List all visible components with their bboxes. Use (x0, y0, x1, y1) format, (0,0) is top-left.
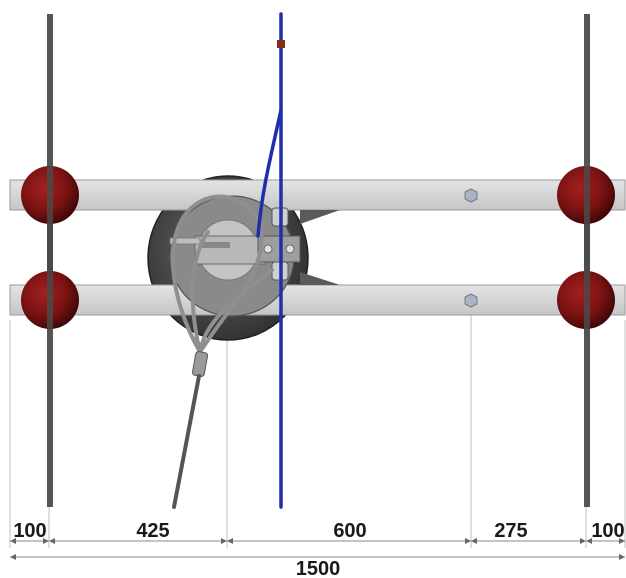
float-balls (21, 166, 615, 329)
dim-label-bolt-to-rod: 275 (494, 520, 527, 542)
drum-front (169, 195, 301, 317)
upper-rail (9, 179, 626, 211)
blue-cable (256, 12, 283, 509)
wire-to-shackle (198, 268, 274, 354)
bolt-upper (464, 188, 478, 203)
cable-marker (277, 40, 285, 48)
upper-rail-taper (300, 210, 340, 224)
dim-label-left-offset: 100 (13, 520, 46, 542)
rails (9, 179, 626, 316)
bolt-lower (464, 293, 478, 308)
bracket (257, 235, 301, 263)
wire-loop-inner (190, 230, 210, 354)
dim-label-drum-to-bolt: 600 (333, 520, 366, 542)
dimension-labels: 100 425 600 275 100 1500 (13, 520, 624, 578)
blue-cable-branch (256, 108, 283, 238)
dimension-lines (10, 507, 625, 560)
clamp-block (194, 235, 266, 265)
ferrule (191, 351, 209, 377)
lower-rail (9, 284, 626, 316)
wire-loop-outer (170, 194, 264, 354)
rods (47, 14, 590, 507)
dim-label-right-offset: 100 (591, 520, 624, 542)
rail-bolts (464, 188, 478, 308)
dim-label-total: 1500 (296, 558, 341, 578)
wire-loop (170, 194, 274, 354)
hoist-cable (172, 374, 201, 509)
dim-label-to-drum: 425 (136, 520, 169, 542)
lower-rail-taper (300, 272, 340, 285)
extension-lines (9, 300, 626, 548)
